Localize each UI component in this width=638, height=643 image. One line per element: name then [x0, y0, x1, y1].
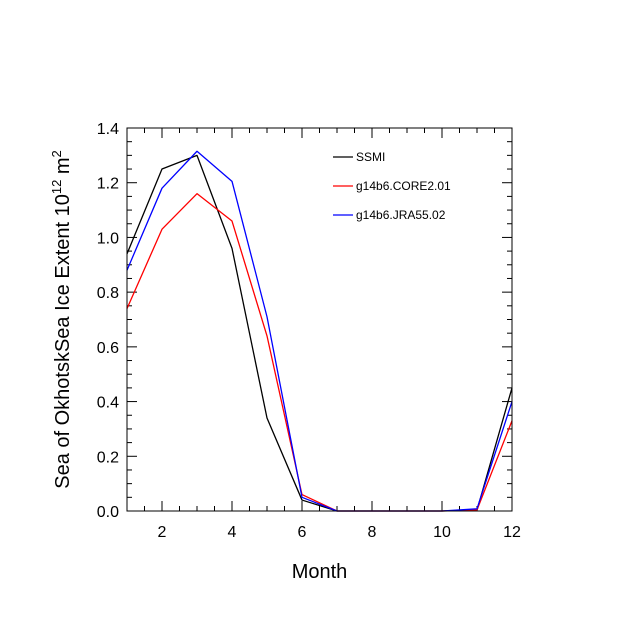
x-tick-label: 2 [158, 524, 167, 541]
series-line [126, 154, 513, 512]
x-tick-label: 6 [298, 524, 307, 541]
tick-labels: 2 4 6 8 10 12 0.0 0.2 0.4 0.6 0.8 1.0 1.2 1.4 [97, 121, 521, 541]
legend: SSMI g14b6.CORE2.01 g14b6.JRA55.02 [333, 150, 451, 222]
series-layer [126, 150, 513, 512]
series-line [126, 193, 513, 512]
y-axis-title-exponent: 12 [49, 180, 64, 194]
y-axis-title-unit: m [52, 157, 74, 179]
y-tick-label: 1.2 [97, 176, 119, 193]
x-tick-label: 8 [368, 524, 377, 541]
y-tick-label: 1.0 [97, 230, 119, 247]
x-tick-label: 10 [433, 524, 451, 541]
ticks-layer [126, 127, 513, 512]
y-axis-title-main: Sea of OkhotskSea Ice Extent 10 [52, 194, 74, 489]
y-tick-label: 0.2 [97, 449, 119, 466]
y-axis-title-unit-exponent: 2 [49, 150, 64, 157]
y-tick-label: 0.0 [97, 504, 119, 521]
x-axis-title: Month [292, 561, 348, 583]
legend-label: SSMI [356, 150, 385, 164]
legend-label: g14b6.JRA55.02 [356, 208, 446, 222]
y-tick-label: 1.4 [97, 121, 119, 138]
plot-frame [126, 127, 513, 512]
y-axis-title: Sea of OkhotskSea Ice Extent 1012 m2 [49, 150, 74, 489]
y-tick-label: 0.6 [97, 340, 119, 357]
legend-label: g14b6.CORE2.01 [356, 179, 451, 193]
y-tick-label: 0.8 [97, 285, 119, 302]
x-tick-label: 12 [503, 524, 521, 541]
x-tick-label: 4 [228, 524, 237, 541]
y-tick-label: 0.4 [97, 395, 119, 412]
